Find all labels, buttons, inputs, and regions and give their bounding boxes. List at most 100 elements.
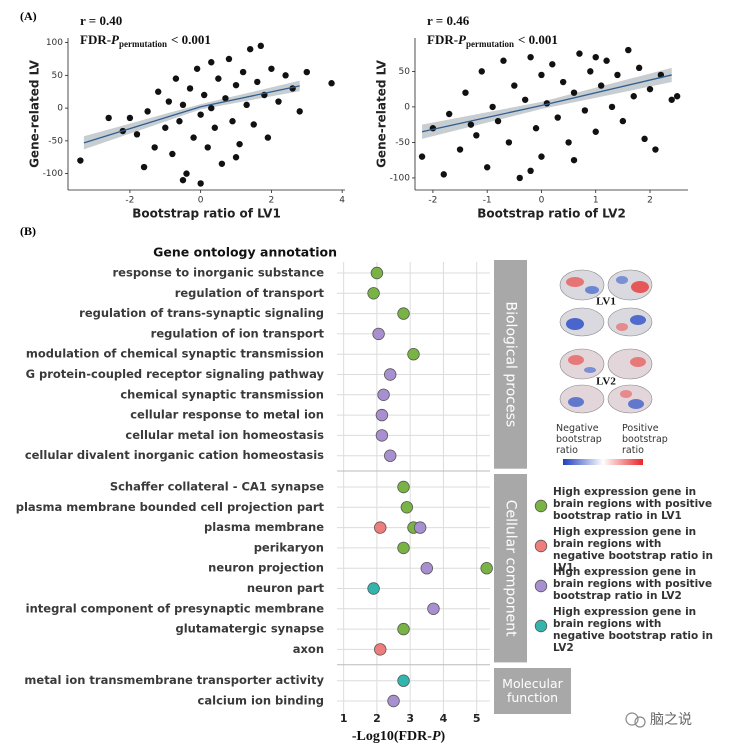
dot <box>480 562 493 575</box>
point <box>172 75 180 82</box>
y-tick-label: -50 <box>48 136 63 146</box>
x-axis-title: Bootstrap ratio of LV1 <box>132 207 281 221</box>
sig-threshold: < 0.001 <box>171 32 211 47</box>
point <box>236 140 243 148</box>
point <box>527 167 534 175</box>
legend-label: High expression gene in brain regions wi… <box>553 566 713 602</box>
legend-label: High expression gene in brain regions wi… <box>553 526 713 574</box>
point <box>190 134 197 141</box>
sig-p: P <box>458 32 467 47</box>
term-label: glutamatergic synapse <box>176 622 325 636</box>
point <box>193 65 201 72</box>
point <box>254 78 261 86</box>
sig-prefix: FDR- <box>427 32 458 47</box>
group-band <box>494 474 527 663</box>
term-label: neuron part <box>247 581 325 595</box>
watermark: 脑之说 <box>650 712 692 728</box>
legend-swatch <box>534 539 548 553</box>
point <box>467 121 475 128</box>
point <box>597 82 605 89</box>
dot <box>397 541 410 555</box>
point <box>186 85 194 92</box>
point <box>478 68 485 75</box>
x-tick-label: 1 <box>340 712 348 725</box>
fit-line <box>421 74 672 133</box>
point <box>587 68 594 75</box>
point <box>538 71 545 79</box>
point <box>201 91 208 99</box>
colorbar-positive: Positive bootstrap ratio <box>622 423 668 456</box>
point <box>614 71 621 79</box>
point <box>222 95 229 102</box>
x-tick-label: 0 <box>198 196 204 206</box>
x-tick-label: 3 <box>406 712 414 725</box>
y-axis-title: Gene ontology annotation <box>153 245 337 260</box>
dot <box>407 348 420 361</box>
point <box>668 96 675 103</box>
x-title-part: -Log10(FDR- <box>352 729 432 744</box>
point <box>275 98 282 105</box>
x-tick-label: 2 <box>269 196 275 206</box>
point <box>208 104 215 112</box>
point <box>176 118 183 125</box>
term-label: plasma membrane <box>204 520 324 534</box>
point <box>165 98 173 105</box>
point <box>197 111 204 118</box>
term-label: G protein-coupled receptor signaling pat… <box>26 367 325 381</box>
point <box>603 57 610 64</box>
point <box>538 153 545 160</box>
x-axis-title: Bootstrap ratio of LV2 <box>477 207 626 221</box>
point <box>630 93 637 100</box>
dot <box>374 521 387 534</box>
x-axis-title: -Log10(FDR-P) <box>352 729 446 744</box>
y-tick-label: -50 <box>395 138 410 148</box>
group-band <box>494 260 527 469</box>
point <box>641 135 648 143</box>
point <box>328 80 335 87</box>
y-axis-title: Gene-related LV <box>28 59 42 168</box>
y-tick-label: 100 <box>46 38 63 48</box>
point <box>183 170 190 177</box>
point <box>511 82 518 89</box>
dot <box>397 480 410 494</box>
term-label: plasma membrane bounded cell projection … <box>16 500 325 514</box>
point <box>204 144 211 151</box>
point <box>625 46 632 54</box>
point <box>296 108 303 115</box>
dot <box>384 368 397 381</box>
point <box>257 42 265 50</box>
sig-p: P <box>111 32 120 47</box>
point <box>218 160 226 167</box>
x-tick-label: 4 <box>339 196 345 206</box>
dot <box>397 622 410 636</box>
point <box>440 171 447 178</box>
point <box>144 108 151 115</box>
brain-lv1 <box>559 269 653 337</box>
point <box>229 118 236 125</box>
group-label: Molecular function <box>494 667 571 714</box>
point <box>516 174 523 182</box>
legend-swatch <box>534 499 548 513</box>
term-label: cellular response to metal ion <box>130 408 324 422</box>
point <box>635 64 643 72</box>
point <box>162 124 169 131</box>
point <box>673 93 681 100</box>
point <box>592 53 599 61</box>
group-label: Biological process <box>503 301 519 427</box>
term-label: calcium ion binding <box>198 694 324 708</box>
significance: FDR-Ppermutation < 0.001 <box>80 32 211 49</box>
point <box>211 124 219 131</box>
point <box>268 65 275 72</box>
point <box>77 157 84 164</box>
dot <box>387 694 400 708</box>
term-label: perikaryon <box>254 540 324 554</box>
point <box>243 101 250 109</box>
x-tick-label: 1 <box>593 196 599 206</box>
point <box>250 121 257 128</box>
dot <box>397 674 410 687</box>
point <box>179 176 187 184</box>
point <box>232 81 240 89</box>
y-tick-label: 0 <box>404 102 410 112</box>
